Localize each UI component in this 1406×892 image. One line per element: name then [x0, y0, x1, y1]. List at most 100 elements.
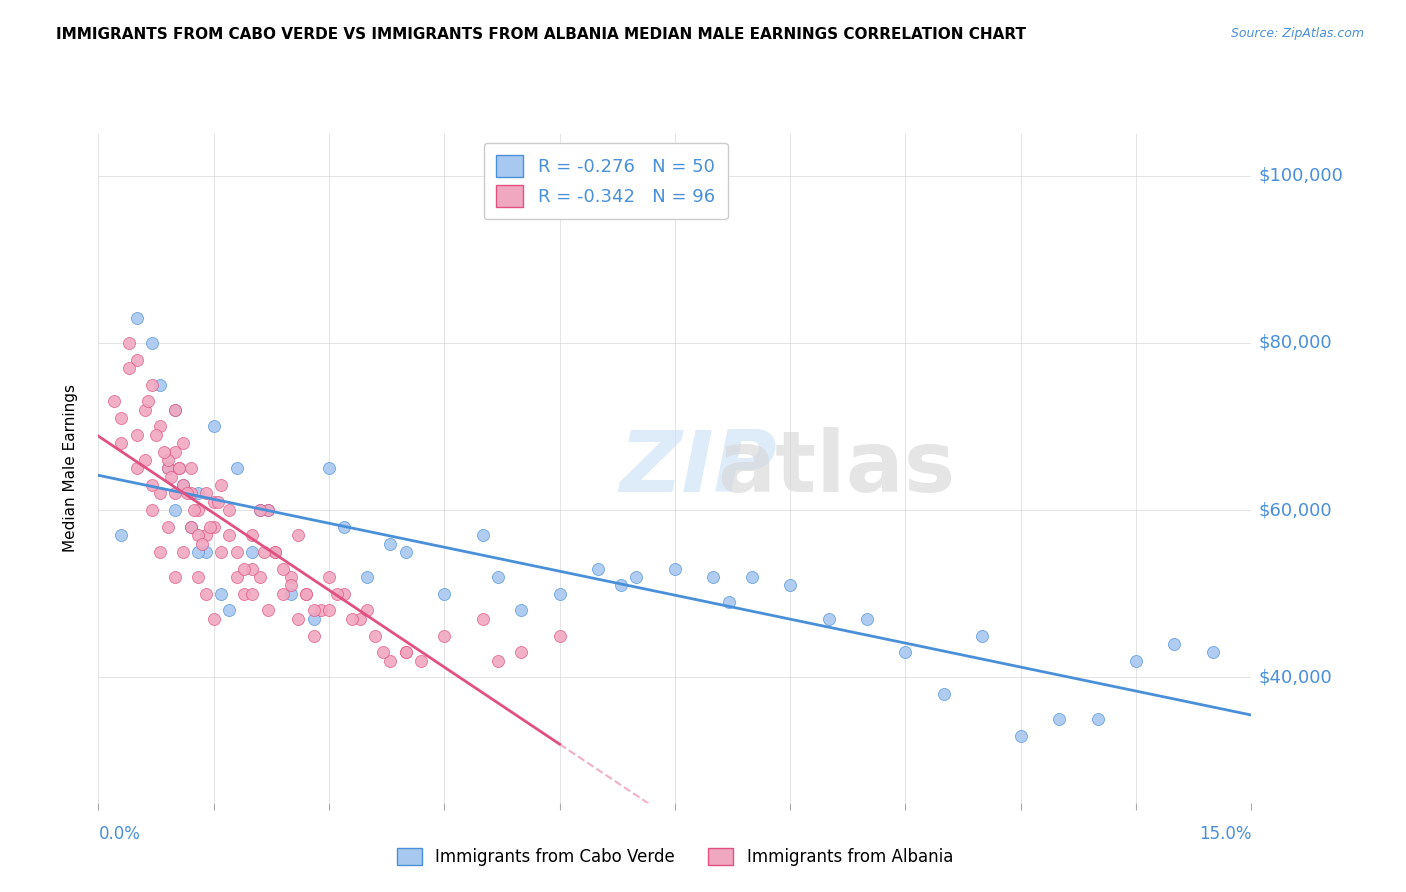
Point	[225, 570, 247, 584]
Point	[165, 444, 187, 458]
Point	[318, 461, 340, 475]
Point	[187, 545, 209, 559]
Point	[156, 461, 179, 475]
Point	[202, 494, 225, 508]
Point	[340, 612, 363, 626]
Text: $60,000: $60,000	[1258, 501, 1331, 519]
Point	[253, 545, 276, 559]
Point	[395, 545, 418, 559]
Point	[626, 570, 648, 584]
Point	[972, 628, 994, 642]
Point	[156, 453, 179, 467]
Point	[138, 394, 160, 409]
Point	[172, 478, 194, 492]
Point	[471, 528, 494, 542]
Point	[183, 503, 205, 517]
Point	[1202, 645, 1225, 659]
Point	[225, 545, 247, 559]
Point	[134, 402, 156, 417]
Point	[176, 486, 198, 500]
Point	[209, 478, 232, 492]
Point	[156, 520, 179, 534]
Point	[411, 654, 433, 668]
Legend: R = -0.276   N = 50, R = -0.342   N = 96: R = -0.276 N = 50, R = -0.342 N = 96	[484, 143, 728, 219]
Point	[125, 352, 148, 367]
Point	[664, 562, 686, 576]
Point	[271, 587, 294, 601]
Point	[433, 587, 456, 601]
Point	[311, 603, 333, 617]
Point	[165, 402, 187, 417]
Point	[240, 587, 263, 601]
Point	[165, 486, 187, 500]
Point	[717, 595, 740, 609]
Point	[149, 486, 172, 500]
Point	[356, 570, 378, 584]
Point	[141, 503, 163, 517]
Point	[333, 520, 356, 534]
Point	[1010, 729, 1032, 743]
Point	[349, 612, 371, 626]
Point	[240, 562, 263, 576]
Point	[152, 444, 174, 458]
Point	[240, 528, 263, 542]
Point	[125, 461, 148, 475]
Point	[817, 612, 839, 626]
Point	[110, 411, 132, 425]
Point	[172, 478, 194, 492]
Point	[202, 520, 225, 534]
Legend: Immigrants from Cabo Verde, Immigrants from Albania: Immigrants from Cabo Verde, Immigrants f…	[388, 840, 962, 875]
Point	[218, 528, 240, 542]
Point	[271, 562, 294, 576]
Point	[118, 361, 141, 376]
Point	[894, 645, 917, 659]
Point	[395, 645, 418, 659]
Point	[249, 503, 271, 517]
Point	[856, 612, 879, 626]
Point	[333, 587, 356, 601]
Point	[302, 628, 325, 642]
Point	[486, 570, 509, 584]
Text: atlas: atlas	[717, 426, 956, 510]
Point	[249, 503, 271, 517]
Point	[510, 603, 533, 617]
Point	[395, 645, 418, 659]
Point	[172, 436, 194, 450]
Text: $40,000: $40,000	[1258, 668, 1331, 686]
Point	[932, 687, 955, 701]
Text: IMMIGRANTS FROM CABO VERDE VS IMMIGRANTS FROM ALBANIA MEDIAN MALE EARNINGS CORRE: IMMIGRANTS FROM CABO VERDE VS IMMIGRANTS…	[56, 27, 1026, 42]
Point	[167, 461, 190, 475]
Point	[256, 503, 278, 517]
Point	[433, 628, 456, 642]
Point	[209, 545, 232, 559]
Point	[149, 377, 172, 392]
Point	[103, 394, 125, 409]
Point	[218, 503, 240, 517]
Point	[280, 570, 302, 584]
Point	[202, 419, 225, 434]
Point	[187, 503, 209, 517]
Point	[110, 528, 132, 542]
Point	[240, 545, 263, 559]
Point	[218, 603, 240, 617]
Point	[180, 461, 202, 475]
Point	[191, 536, 214, 550]
Point	[356, 603, 378, 617]
Point	[741, 570, 763, 584]
Point	[156, 461, 179, 475]
Point	[1163, 637, 1185, 651]
Point	[1047, 712, 1070, 726]
Point	[380, 654, 402, 668]
Point	[1087, 712, 1109, 726]
Point	[264, 545, 287, 559]
Point	[125, 428, 148, 442]
Point	[280, 578, 302, 592]
Point	[280, 587, 302, 601]
Point	[145, 428, 167, 442]
Point	[295, 587, 318, 601]
Point	[233, 562, 256, 576]
Point	[702, 570, 724, 584]
Point	[149, 545, 172, 559]
Point	[486, 654, 509, 668]
Point	[160, 469, 183, 483]
